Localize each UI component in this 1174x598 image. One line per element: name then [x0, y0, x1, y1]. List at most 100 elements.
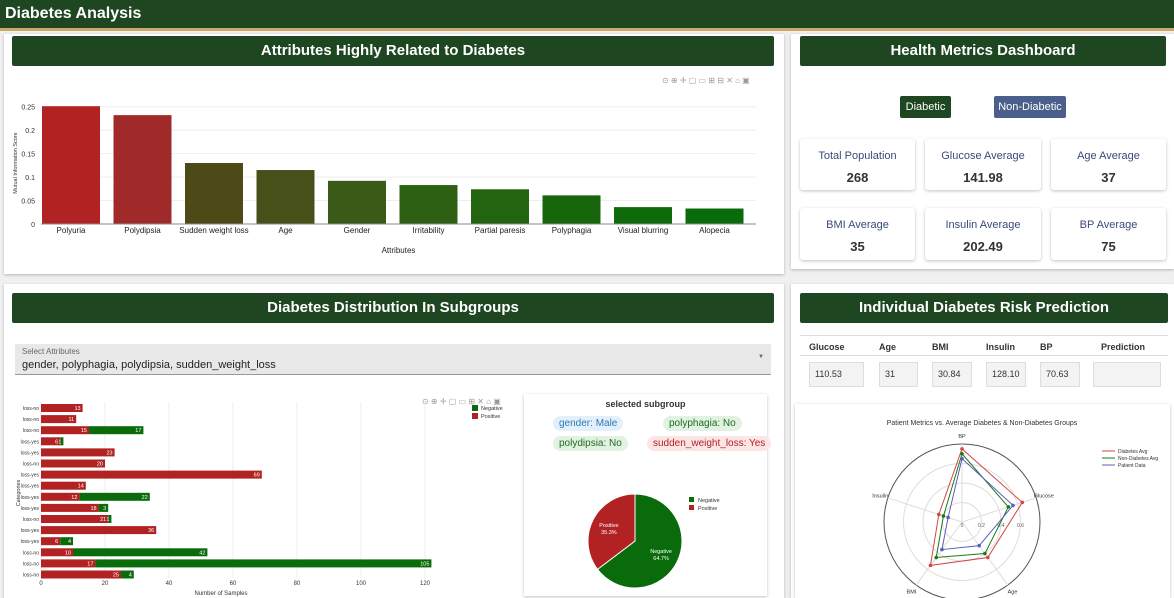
x-tick-label: Age — [278, 226, 293, 235]
pie-label: Negative — [650, 549, 672, 555]
bar-label: 3 — [103, 506, 106, 512]
metric-value: 75 — [1101, 239, 1116, 254]
attribute-select[interactable]: Select Attributes gender, polyphagia, po… — [15, 344, 771, 375]
y-tick-label: loss-no — [23, 573, 39, 579]
pie-slice — [587, 493, 636, 571]
chart-toolbar[interactable]: ⊙ ⊕ ✛ ▢ ▭ ⊞ ⊟ ✕ ⌂ ▣ — [662, 76, 750, 85]
glucose-input[interactable]: 110.53 — [809, 362, 864, 387]
bmi-input[interactable]: 30.84 — [932, 362, 972, 387]
bar-label: 17 — [135, 428, 141, 434]
metric-value: 268 — [846, 170, 869, 185]
bar-positive — [41, 448, 115, 457]
x-axis-label: Number of Samples — [194, 591, 247, 597]
y-axis-label: Categories — [16, 479, 22, 506]
radar-tick: 0.2 — [978, 523, 985, 529]
metric-card: Total Population 268 — [800, 139, 915, 190]
bar-positive — [41, 492, 80, 501]
x-tick-label: Visual blurring — [618, 226, 669, 235]
y-tick-label: loss-yes — [21, 539, 40, 545]
y-tick-label: loss-no — [23, 428, 39, 434]
bar-label: 4 — [68, 539, 71, 545]
bar-label: 69 — [254, 473, 260, 479]
y-tick-label: 0.1 — [25, 175, 35, 182]
bar-label: 17 — [87, 561, 93, 567]
bar-label: 22 — [142, 495, 148, 501]
legend-label: Positive — [481, 414, 500, 420]
legend-swatch — [689, 497, 694, 502]
bar-positive — [41, 537, 61, 546]
chevron-down-icon[interactable]: ▼ — [758, 354, 764, 360]
radar-series — [935, 452, 1009, 559]
bar — [685, 208, 744, 224]
bar-label: 6 — [55, 539, 58, 545]
x-tick-label: Polydipsia — [124, 226, 161, 235]
legend-label: Positive — [698, 506, 717, 512]
y-tick-label: loss-yes — [21, 450, 40, 456]
insulin-input[interactable]: 128.10 — [986, 362, 1026, 387]
bp-input[interactable]: 70.63 — [1040, 362, 1080, 387]
bar-label: 14 — [78, 484, 84, 490]
metric-label: Age Average — [1077, 150, 1140, 162]
metric-card: Glucose Average 141.98 — [925, 139, 1041, 190]
y-tick-label: loss-no — [23, 561, 39, 567]
bar-positive — [41, 526, 157, 535]
metric-value: 202.49 — [963, 239, 1003, 254]
radar-point — [985, 555, 990, 560]
bar-label: 42 — [199, 550, 205, 556]
bar-positive — [41, 459, 105, 468]
x-axis-label: Attributes — [382, 246, 416, 255]
diabetic-button[interactable]: Diabetic — [900, 96, 951, 118]
bar-negative — [121, 570, 134, 579]
bar — [113, 115, 172, 224]
non-diabetic-button[interactable]: Non-Diabetic — [994, 96, 1066, 118]
chart-toolbar[interactable]: ⊙ ⊕ ✛ ▢ ▭ ⊞ ✕ ⌂ ▣ — [422, 397, 501, 406]
y-tick-label: loss-yes — [21, 439, 40, 445]
bar-label: 18 — [90, 506, 96, 512]
y-tick-label: loss-no — [23, 417, 39, 423]
radar-point — [940, 547, 944, 552]
bar — [399, 185, 458, 224]
y-tick-label: loss-no — [23, 462, 39, 468]
metric-label: BP Average — [1079, 219, 1138, 231]
y-tick-label: loss-yes — [21, 528, 40, 534]
age-input[interactable]: 31 — [879, 362, 918, 387]
distribution-title: Diabetes Distribution In Subgroups — [12, 293, 774, 323]
radar-chart[interactable]: Patient Metrics vs. Average Diabetes & N… — [795, 404, 1170, 598]
pie-label: Positive — [599, 523, 618, 529]
y-tick-label: 0.2 — [25, 128, 35, 135]
legend-label: Patient Data — [1118, 463, 1146, 469]
legend-label: Negative — [481, 406, 503, 412]
subgroup-chip: sudden_weight_loss: Yes — [647, 436, 772, 451]
bar-positive — [41, 470, 262, 479]
bar-negative — [89, 426, 144, 435]
pie-label: 35.3% — [601, 530, 617, 536]
bar-positive — [41, 437, 61, 446]
radar-point — [937, 512, 941, 517]
metrics-title: Health Metrics Dashboard — [800, 36, 1166, 66]
bar-positive — [41, 515, 109, 523]
bar-positive — [41, 426, 89, 435]
radar-point — [1020, 500, 1025, 505]
x-tick-label: Alopecia — [699, 226, 730, 235]
radar-point — [928, 563, 933, 568]
bar — [614, 207, 672, 224]
subgroup-pie-chart[interactable]: Negative64.7%Positive35.3%NegativePositi… — [524, 470, 764, 594]
bar-negative — [108, 515, 112, 523]
bar — [256, 170, 315, 224]
x-tick-label: Irritability — [412, 226, 444, 235]
mutual-info-bar-chart[interactable]: 0 0.05 0.1 0.15 0.2 0.25 Polyuria Polydipsia Sud… — [12, 84, 772, 264]
radar-axis — [961, 497, 1037, 523]
subgroup-title: selected subgroup — [605, 399, 686, 409]
radar-point — [960, 447, 964, 451]
metric-value: 141.98 — [963, 170, 1003, 185]
app-header: Diabetes Analysis — [0, 0, 1174, 31]
x-tick-label: Polyphagia — [552, 226, 592, 235]
radar-series — [929, 448, 1023, 566]
bar-label: 15 — [81, 428, 87, 434]
x-tick-label: Polyuria — [57, 226, 86, 235]
metric-label: Total Population — [818, 150, 897, 162]
legend-swatch — [689, 505, 694, 510]
subgroup-chip: gender: Male — [553, 416, 624, 431]
x-tick-label: 80 — [294, 581, 301, 587]
